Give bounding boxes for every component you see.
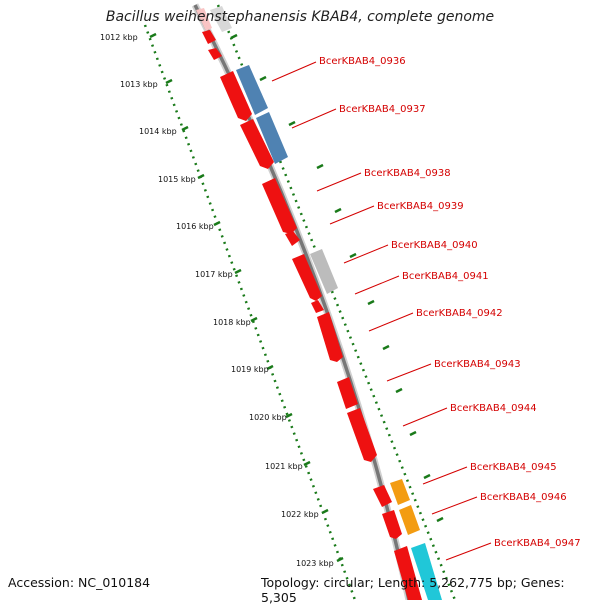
gene-features — [196, 6, 442, 600]
kbp-label: 1021 kbp — [265, 462, 303, 471]
gene-feature-0938[interactable] — [262, 178, 297, 234]
accession-text: Accession: NC_010184 — [8, 575, 151, 590]
gene-feature-0942[interactable] — [317, 312, 343, 362]
kbp-label: 1019 kbp — [231, 365, 269, 374]
gene-label-0937[interactable]: BcerKBAB4_0937 — [339, 104, 426, 115]
gene-feature-0941[interactable] — [311, 300, 324, 313]
genome-summary-text: Topology: circular; Length: 5,262,775 bp… — [261, 575, 565, 605]
gene-feature-0943[interactable] — [337, 377, 358, 409]
kbp-label: 1013 kbp — [120, 80, 158, 89]
kbp-label: 1012 kbp — [100, 33, 138, 42]
gene-label-0936[interactable]: BcerKBAB4_0936 — [319, 56, 406, 67]
inner-ruler-ticks — [149, 32, 344, 563]
gene-feature-0946-orange[interactable] — [399, 505, 420, 535]
kbp-label: 1020 kbp — [249, 413, 287, 422]
kbp-label: 1017 kbp — [195, 270, 233, 279]
gene-feature[interactable] — [208, 48, 222, 60]
kbp-label: 1014 kbp — [139, 127, 177, 136]
gene-feature-0937-blue[interactable] — [256, 112, 288, 164]
kbp-label: 1016 kbp — [176, 222, 214, 231]
gene-feature-0944[interactable] — [347, 408, 377, 462]
gene-feature-0945-red[interactable] — [373, 485, 392, 507]
gene-label-0939[interactable]: BcerKBAB4_0939 — [377, 201, 464, 212]
kbp-label: 1023 kbp — [296, 559, 334, 568]
gene-label-0944[interactable]: BcerKBAB4_0944 — [450, 403, 537, 414]
kbp-label: 1015 kbp — [158, 175, 196, 184]
gene-feature-gray[interactable] — [210, 6, 232, 32]
gene-feature-0936-red[interactable] — [220, 71, 252, 121]
kbp-labels: 1012 kbp 1013 kbp 1014 kbp 1015 kbp 1016… — [100, 33, 334, 568]
kbp-label: 1022 kbp — [281, 510, 319, 519]
outer-ruler-ticks — [230, 33, 444, 523]
genome-title: Bacillus weihenstephanensis KBAB4, compl… — [105, 9, 495, 25]
gene-feature-0940-red[interactable] — [292, 254, 322, 301]
gene-label-0938[interactable]: BcerKBAB4_0938 — [364, 168, 451, 179]
gene-label-0946[interactable]: BcerKBAB4_0946 — [480, 492, 567, 503]
gene-feature-0945-orange[interactable] — [390, 479, 410, 505]
kbp-label: 1018 kbp — [213, 318, 251, 327]
gene-feature-0936-blue[interactable] — [236, 65, 268, 115]
gene-label-0945[interactable]: BcerKBAB4_0945 — [470, 462, 557, 473]
gene-feature-0947-cyan[interactable] — [411, 543, 442, 600]
gene-feature-pink[interactable] — [196, 8, 212, 31]
gene-labels: BcerKBAB4_0936 BcerKBAB4_0937 BcerKBAB4_… — [319, 56, 581, 549]
gene-feature-0939[interactable] — [285, 231, 300, 246]
gene-label-0943[interactable]: BcerKBAB4_0943 — [434, 359, 521, 370]
gene-feature-0946-red[interactable] — [382, 510, 402, 539]
gene-label-0942[interactable]: BcerKBAB4_0942 — [416, 308, 503, 319]
gene-label-0947[interactable]: BcerKBAB4_0947 — [494, 538, 581, 549]
gene-label-0941[interactable]: BcerKBAB4_0941 — [402, 271, 489, 282]
gene-label-0940[interactable]: BcerKBAB4_0940 — [391, 240, 478, 251]
gene-leader-lines — [271, 61, 492, 561]
gene-feature-0937-red[interactable] — [240, 119, 274, 169]
gene-feature[interactable] — [202, 30, 216, 44]
gene-feature-0940-gray[interactable] — [310, 249, 338, 294]
gene-feature-0947-red[interactable] — [394, 546, 422, 600]
